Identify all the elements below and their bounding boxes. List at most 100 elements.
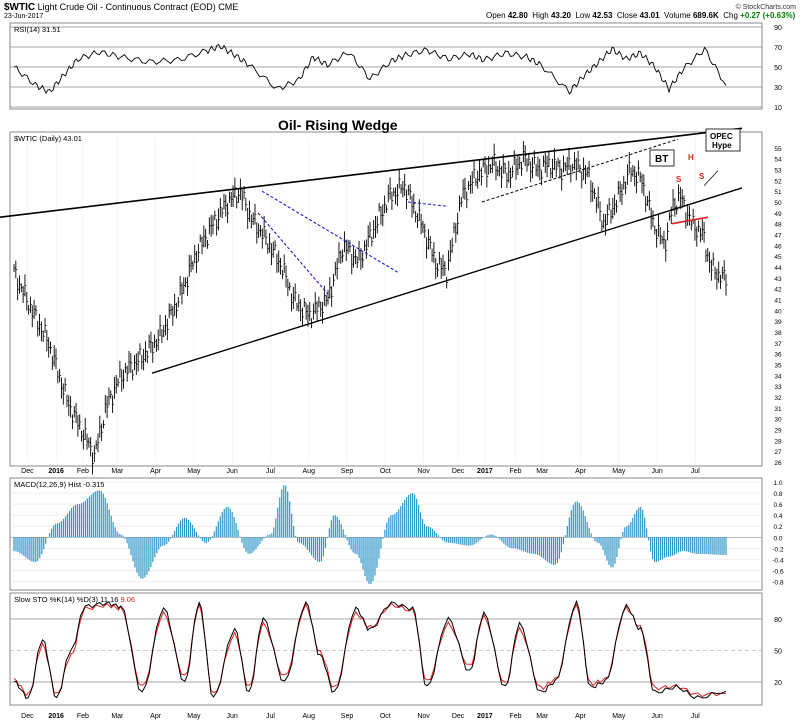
sto-axis: 20 50 80 <box>774 617 782 687</box>
x-tick-label: May <box>187 468 201 475</box>
price-tick-label: 33 <box>774 384 782 391</box>
sto-k-value: 11.16 <box>100 595 118 604</box>
price-tick-label: 53 <box>774 168 782 175</box>
price-tick-label: 39 <box>774 319 782 326</box>
sto-gridlines <box>10 618 762 683</box>
opec-callout-line1: OPEC <box>710 132 733 141</box>
x-tick-label: 2016 <box>48 468 64 475</box>
macd-tick-label: -0.6 <box>772 568 784 575</box>
price-tick-label: 29 <box>774 428 782 435</box>
price-tick-label: 32 <box>774 395 782 402</box>
chg-value: +0.27 (+0.63%) <box>740 11 796 20</box>
rsi-panel-frame <box>9 22 763 110</box>
chg-label: Chg <box>723 11 738 20</box>
macd-tick-label: -0.2 <box>772 546 784 553</box>
x-tick-label: Apr <box>575 468 587 475</box>
exchange: CME <box>218 2 239 12</box>
x-tick-label: Aug <box>303 713 316 720</box>
chart-header-symbol: $WTIC Light Crude Oil - Continuous Contr… <box>4 2 239 13</box>
price-tick-label: 37 <box>774 341 782 348</box>
blue-channel-lower <box>257 212 329 295</box>
macd-label-value: -0.315 <box>83 480 104 489</box>
price-bars <box>13 141 728 475</box>
x-tick-label: Nov <box>417 468 430 475</box>
blue-neckline <box>407 201 449 207</box>
price-tick-label: 44 <box>774 265 782 272</box>
x-tick-label: Dec <box>452 713 465 720</box>
macd-bars <box>13 485 727 584</box>
sto-tick-label: 20 <box>774 680 782 687</box>
macd-axis: -0.8 -0.6 -0.4 -0.2 0.0 0.2 0.4 0.6 0.8 1.0 <box>772 480 784 586</box>
chart-date: 23-Jun-2017 <box>4 13 44 20</box>
x-tick-label: Apr <box>150 468 162 475</box>
chart-annotation-title: Oil- Rising Wedge <box>278 117 398 133</box>
x-tick-label: 2017 <box>477 468 493 475</box>
x-tick-label: Sep <box>341 468 354 475</box>
x-tick-label: Jul <box>266 468 275 475</box>
low-value: 42.53 <box>592 11 613 20</box>
sto-panel-frame <box>9 592 763 706</box>
x-tick-label: Jun <box>227 468 238 475</box>
left-shoulder-label: S <box>676 175 682 184</box>
price-tick-label: 49 <box>774 211 782 218</box>
rsi-line <box>13 43 727 95</box>
macd-tick-label: -0.4 <box>772 557 784 564</box>
x-tick-label: May <box>612 713 626 720</box>
upper-wedge-line <box>0 127 743 218</box>
x-tick-label: Jul <box>266 713 275 720</box>
y-tick-label: 10 <box>774 105 782 112</box>
sto-d-value: 9.06 <box>120 595 135 604</box>
price-tick-label: 45 <box>774 254 782 261</box>
price-tick-label: 30 <box>774 417 782 424</box>
price-panel-label: $WTIC (Daily) 43.01 <box>14 134 82 143</box>
macd-label: MACD(12,26,9) Hist -0.315 <box>14 480 104 489</box>
macd-label-prefix: MACD(12,26,9) Hist <box>14 480 82 489</box>
price-tick-label: 35 <box>774 363 782 370</box>
y-tick-label: 30 <box>774 85 782 92</box>
price-tick-label: 47 <box>774 233 782 240</box>
open-value: 42.80 <box>507 11 528 20</box>
price-tick-label: 55 <box>774 146 782 153</box>
x-tick-label: Apr <box>575 713 587 720</box>
macd-tick-label: 0.4 <box>773 513 782 520</box>
price-tick-label: 50 <box>774 200 782 207</box>
y-tick-label: 90 <box>774 25 782 32</box>
price-tick-label: 34 <box>774 373 782 380</box>
macd-tick-label: 0.6 <box>773 502 782 509</box>
symbol: $WTIC <box>4 2 36 13</box>
open-label: Open <box>486 11 506 20</box>
x-tick-label: Dec <box>21 468 34 475</box>
price-tick-label: 42 <box>774 287 782 294</box>
close-label: Close <box>616 11 638 20</box>
sto-k-line <box>13 599 727 700</box>
price-gridlines <box>27 137 696 462</box>
x-tick-label: May <box>187 713 201 720</box>
price-tick-label: 43 <box>774 276 782 283</box>
bt-callout: BT <box>655 154 668 165</box>
x-tick-label: Oct <box>380 713 391 720</box>
price-tick-label: 54 <box>774 157 782 164</box>
x-tick-label: Dec <box>21 713 34 720</box>
price-tick-label: 40 <box>774 308 782 315</box>
x-tick-label: May <box>612 468 626 475</box>
x-tick-label: Mar <box>111 713 124 720</box>
x-tick-label: 2016 <box>48 713 64 720</box>
right-shoulder-label: S <box>699 172 705 181</box>
price-tick-label: 51 <box>774 189 782 196</box>
macd-tick-label: 1.0 <box>773 480 782 487</box>
y-tick-label: 70 <box>774 45 782 52</box>
price-tick-label: 36 <box>774 352 782 359</box>
x-tick-label: Oct <box>380 468 391 475</box>
x-tick-label: Jun <box>651 713 662 720</box>
sto-label: Slow STO %K(14) %D(3) 11.16 9.06 <box>14 595 135 604</box>
high-value: 43.20 <box>550 11 572 20</box>
high-label: High <box>532 11 549 20</box>
macd-tick-label: -0.8 <box>772 579 784 586</box>
dashed-channel-line <box>481 138 679 203</box>
x-tick-label: Feb <box>77 468 89 475</box>
price-tick-label: 27 <box>774 449 782 456</box>
x-tick-label: Apr <box>150 713 162 720</box>
price-tick-label: 28 <box>774 438 782 445</box>
macd-panel-frame <box>9 477 763 591</box>
x-tick-label: Mar <box>536 713 549 720</box>
